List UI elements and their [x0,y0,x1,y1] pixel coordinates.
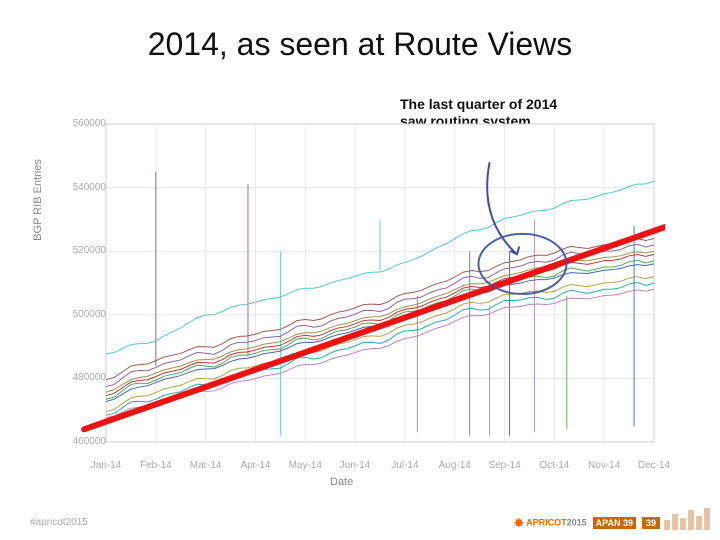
x-tick-label: Apr-14 [235,460,275,471]
chart [70,118,665,476]
y-tick-label: 520000 [66,245,106,256]
x-axis-label: Date [330,476,353,488]
skyline-icon [664,506,712,530]
x-tick-label: Nov-14 [584,460,624,471]
x-tick-label: Oct-14 [534,460,574,471]
y-tick-label: 480000 [66,372,106,383]
x-tick-label: Jul-14 [385,460,425,471]
x-tick-label: Jun-14 [335,460,375,471]
apricot-logo: ✸ APRICOT2015 [514,516,587,530]
slide-title: 2014, as seen at Route Views [0,26,720,63]
apnic-logo: 39 [642,517,660,529]
slide: 2014, as seen at Route Views The last qu… [0,0,720,540]
x-tick-label: Dec-14 [634,460,674,471]
x-tick-label: Mar-14 [186,460,226,471]
chart-svg [70,118,665,476]
footer-logos: ✸ APRICOT2015 APAN 39 39 [514,516,660,530]
apricot-name: APRICOT [526,517,567,527]
y-tick-label: 500000 [66,309,106,320]
apricot-year: 2015 [567,517,587,527]
y-axis-label: BGP RIB Entries [32,150,44,250]
x-tick-label: May-14 [285,460,325,471]
x-tick-label: Jan-14 [86,460,126,471]
y-tick-label: 560000 [66,118,106,129]
x-tick-label: Sep-14 [485,460,525,471]
hashtag: #apricot2015 [30,517,88,528]
x-tick-label: Feb-14 [136,460,176,471]
x-tick-label: Aug-14 [435,460,475,471]
apan-logo: APAN 39 [593,517,636,529]
y-tick-label: 540000 [66,182,106,193]
y-tick-label: 460000 [66,436,106,447]
